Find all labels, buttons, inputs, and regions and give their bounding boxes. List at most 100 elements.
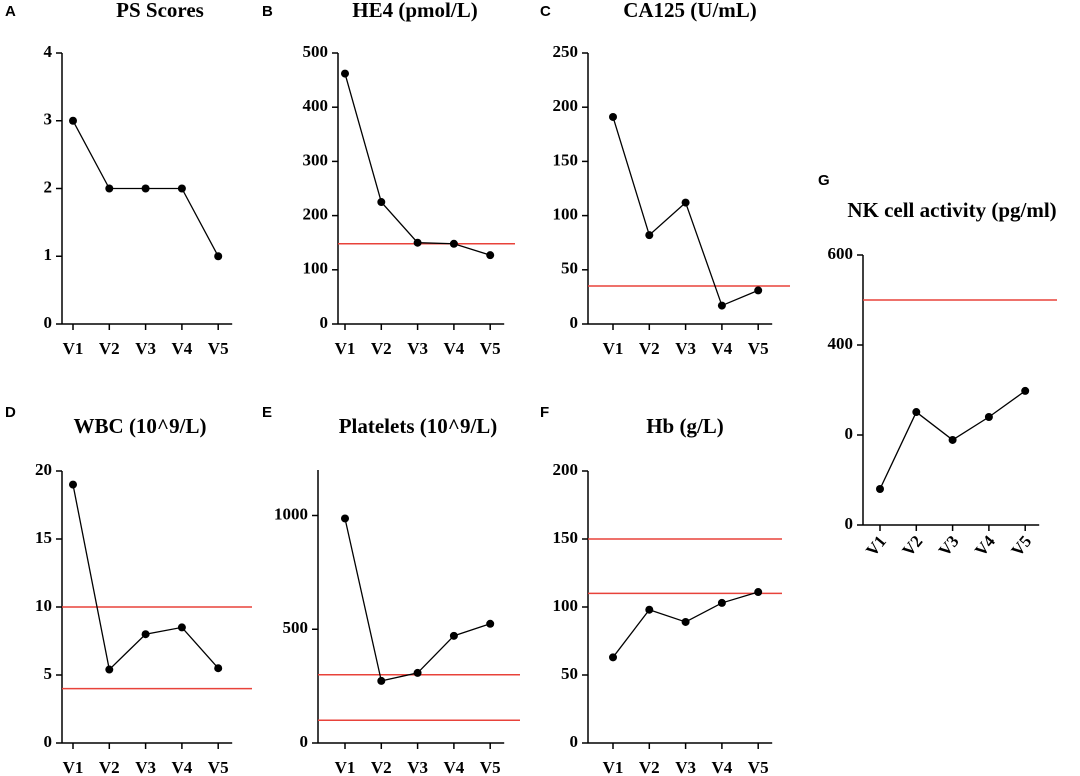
y-tick-label: 0 — [320, 313, 329, 332]
data-point — [141, 184, 150, 193]
chart-title: PS Scores — [116, 0, 204, 22]
chart-title: CA125 (U/mL) — [623, 0, 757, 22]
panel-label: F — [540, 404, 549, 421]
y-tick-label: 0 — [570, 732, 579, 751]
data-point — [681, 617, 690, 626]
x-tick-label: V3 — [135, 339, 156, 358]
y-tick-label: 5 — [44, 664, 53, 683]
data-point — [377, 198, 386, 207]
panel-label: B — [262, 3, 273, 20]
data-point — [377, 676, 386, 685]
x-tick-label: V3 — [935, 532, 963, 560]
x-tick-label: V4 — [444, 339, 465, 358]
data-point — [105, 665, 114, 674]
data-point — [645, 231, 654, 240]
data-point — [717, 598, 726, 607]
chart-title: HE4 (pmol/L) — [352, 0, 477, 22]
data-point — [449, 239, 458, 248]
x-tick-label: V5 — [208, 758, 229, 776]
y-tick-label: 200 — [553, 96, 579, 115]
y-tick-label: 100 — [553, 596, 579, 615]
data-point — [214, 252, 223, 261]
panel-label: A — [5, 3, 16, 20]
y-tick-label: 50 — [561, 259, 578, 278]
x-tick-label: V2 — [371, 339, 392, 358]
y-tick-label: 1000 — [274, 504, 308, 523]
x-tick-label: V4 — [712, 758, 733, 776]
y-tick-label: 400 — [303, 96, 329, 115]
x-tick-label: V1 — [603, 758, 624, 776]
data-point — [486, 619, 495, 628]
panel-label: G — [818, 172, 830, 189]
data-point — [177, 623, 186, 632]
data-point — [214, 664, 223, 673]
data-point — [754, 286, 763, 295]
data-point — [341, 514, 349, 523]
data-point — [449, 631, 458, 640]
x-tick-label: V4 — [172, 339, 193, 358]
data-point — [69, 480, 77, 489]
chart-title: WBC (10^9/L) — [74, 414, 207, 438]
data-point — [413, 238, 422, 247]
data-point — [645, 605, 654, 614]
y-tick-label: 200 — [303, 205, 329, 224]
x-tick-label: V3 — [135, 758, 156, 776]
data-point — [609, 653, 617, 662]
x-tick-label: V5 — [748, 339, 769, 358]
data-point — [876, 485, 884, 493]
data-point — [413, 668, 422, 677]
x-tick-label: V5 — [208, 339, 229, 358]
y-tick-label: 100 — [303, 259, 329, 278]
x-tick-label: V3 — [675, 758, 696, 776]
x-tick-label: V3 — [407, 339, 428, 358]
panel-label: D — [5, 404, 16, 421]
x-tick-label: V3 — [675, 339, 696, 358]
y-tick-label: 150 — [553, 150, 579, 169]
y-tick-label: 400 — [828, 334, 854, 353]
data-point — [912, 408, 921, 417]
x-tick-label: V2 — [99, 758, 120, 776]
y-tick-label: 300 — [303, 150, 329, 169]
chart-title: Platelets (10^9/L) — [339, 414, 498, 438]
y-tick-label: 500 — [283, 618, 309, 637]
x-tick-label: V2 — [639, 339, 660, 358]
y-tick-label: 50 — [561, 664, 578, 683]
x-tick-label: V4 — [444, 758, 465, 776]
y-tick-label: 0 — [300, 732, 309, 751]
x-tick-label: V1 — [335, 758, 356, 776]
data-line — [72, 484, 219, 671]
data-point — [486, 251, 495, 260]
x-tick-label: V4 — [971, 531, 999, 560]
y-tick-label: 15 — [35, 528, 52, 547]
data-point — [341, 69, 349, 78]
data-point — [984, 413, 993, 421]
x-tick-label: V2 — [898, 532, 926, 560]
y-tick-label: 3 — [44, 110, 53, 129]
chart-title: NK cell activity (pg/ml) — [847, 198, 1056, 222]
y-tick-label: 2 — [44, 177, 53, 196]
y-tick-label: 0 — [44, 313, 53, 332]
y-tick-label: 20 — [35, 460, 52, 479]
x-tick-label: V2 — [371, 758, 392, 776]
y-tick-label: 250 — [553, 42, 579, 61]
y-tick-label: 200 — [553, 460, 579, 479]
x-tick-label: V5 — [480, 758, 501, 776]
chart-title: Hb (g/L) — [646, 414, 724, 438]
y-tick-label: 0 — [845, 514, 854, 533]
data-point — [609, 112, 617, 121]
data-line — [344, 73, 491, 256]
data-point — [105, 184, 114, 193]
data-point — [948, 435, 957, 444]
x-tick-label: V1 — [63, 758, 84, 776]
y-tick-label: 4 — [44, 42, 53, 61]
x-tick-label: V2 — [99, 339, 120, 358]
y-tick-label: 150 — [553, 528, 579, 547]
x-tick-label: V1 — [335, 339, 356, 358]
x-tick-label: V1 — [63, 339, 84, 358]
data-point — [1021, 386, 1030, 395]
x-tick-label: V5 — [748, 758, 769, 776]
y-tick-label: 0 — [570, 313, 579, 332]
y-tick-label: 1 — [44, 245, 53, 264]
y-tick-label: 0 — [44, 732, 53, 751]
